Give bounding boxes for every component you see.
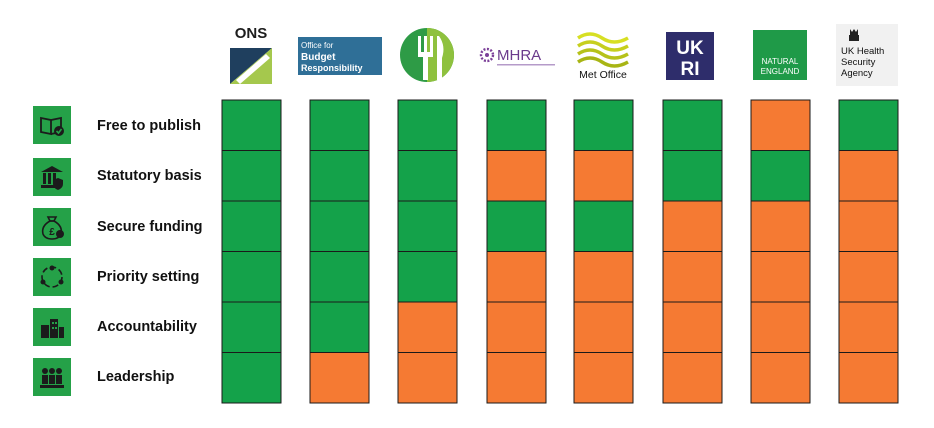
row-label-secure-funding: Secure funding (97, 219, 203, 235)
cell-r5-c2 (397, 352, 458, 404)
ukri-line-2: RI (681, 59, 700, 80)
natural-england-line-1: NATURAL (762, 57, 799, 66)
cell-r0-c1 (309, 99, 370, 151)
cell-r0-c4 (573, 99, 634, 151)
obr-line-2: Budget (301, 52, 336, 63)
fork-knife-logo (398, 24, 460, 86)
cell-r5-c4 (573, 352, 634, 404)
mhra-logo: MHRA (477, 24, 561, 86)
ukri-logo: UK RI (664, 24, 716, 86)
cell-r1-c1 (309, 150, 370, 202)
natural-england-line-2: ENGLAND (761, 67, 800, 76)
cell-r5-c0 (221, 352, 282, 404)
cell-r1-c5 (662, 150, 723, 202)
people-cycle-icon (33, 258, 71, 296)
cell-r3-c1 (309, 251, 370, 303)
cell-r3-c7 (838, 251, 899, 303)
cell-r4-c0 (221, 301, 282, 353)
cell-r4-c5 (662, 301, 723, 353)
cell-r3-c3 (486, 251, 547, 303)
cell-r1-c0 (221, 150, 282, 202)
ons-logo-text: ONS (235, 25, 268, 42)
cell-r0-c2 (397, 99, 458, 151)
cell-r5-c7 (838, 352, 899, 404)
row-label-accountability: Accountability (97, 319, 197, 335)
obr-line-3: Responsibility (301, 63, 363, 73)
row-label-priority-setting: Priority setting (97, 269, 200, 285)
cell-r3-c4 (573, 251, 634, 303)
cell-r4-c4 (573, 301, 634, 353)
mhra-text: MHRA (497, 47, 541, 64)
row-label-statutory-basis: Statutory basis (97, 168, 202, 184)
cell-r0-c3 (486, 99, 547, 151)
cell-r2-c3 (486, 200, 547, 252)
row-label-leadership: Leadership (97, 369, 175, 385)
ukhsa-logo: UK Health Security Agency (836, 24, 898, 86)
cell-r4-c7 (838, 301, 899, 353)
cell-r1-c2 (397, 150, 458, 202)
cell-r4-c6 (750, 301, 811, 353)
cell-r5-c5 (662, 352, 723, 404)
cell-r5-c3 (486, 352, 547, 404)
cell-r1-c3 (486, 150, 547, 202)
cell-r0-c6 (750, 99, 811, 151)
money-bag-icon: £ (33, 208, 71, 246)
met-office-logo: Met Office (572, 24, 634, 86)
cell-r4-c3 (486, 301, 547, 353)
courthouse-icon (33, 158, 71, 196)
cell-r0-c5 (662, 99, 723, 151)
ukhsa-line-3: Agency (841, 68, 873, 79)
cell-r3-c0 (221, 251, 282, 303)
cell-r5-c1 (309, 352, 370, 404)
cell-r2-c2 (397, 200, 458, 252)
row-label-free-to-publish: Free to publish (97, 118, 201, 134)
cell-r2-c0 (221, 200, 282, 252)
people-icon (33, 358, 71, 396)
cell-r0-c0 (221, 99, 282, 151)
ons-logo: ONS (222, 24, 280, 86)
cell-r1-c6 (750, 150, 811, 202)
obr-logo: Office for Budget Responsibility (298, 24, 382, 86)
book-check-icon (33, 106, 71, 144)
cell-r3-c2 (397, 251, 458, 303)
cell-r2-c1 (309, 200, 370, 252)
cell-r1-c4 (573, 150, 634, 202)
obr-line-1: Office for (301, 41, 334, 50)
met-office-text: Met Office (579, 69, 627, 81)
ukhsa-line-1: UK Health (841, 46, 884, 57)
ukhsa-line-2: Security (841, 57, 876, 68)
cell-r4-c2 (397, 301, 458, 353)
cell-r3-c5 (662, 251, 723, 303)
cell-r5-c6 (750, 352, 811, 404)
natural-england-logo: NATURAL ENGLAND (752, 24, 808, 86)
cell-r2-c6 (750, 200, 811, 252)
cell-r2-c7 (838, 200, 899, 252)
ukri-line-1: UK (676, 38, 704, 59)
buildings-icon (33, 308, 71, 346)
cell-r2-c5 (662, 200, 723, 252)
cell-r1-c7 (838, 150, 899, 202)
cell-r4-c1 (309, 301, 370, 353)
cell-r3-c6 (750, 251, 811, 303)
svg-text:£: £ (49, 227, 55, 238)
cell-r0-c7 (838, 99, 899, 151)
cell-r2-c4 (573, 200, 634, 252)
